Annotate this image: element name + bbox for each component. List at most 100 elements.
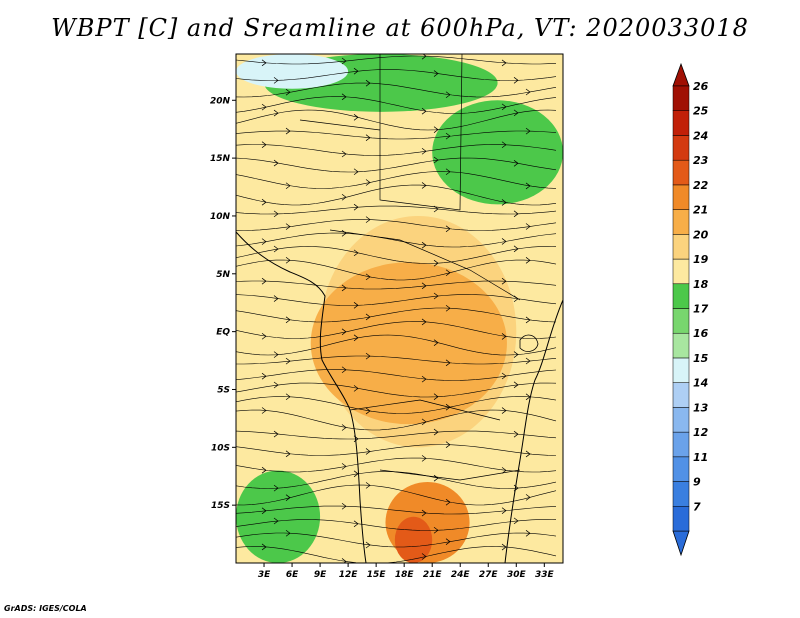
streamline-arrow xyxy=(273,484,279,492)
streamline xyxy=(236,232,557,248)
streamline xyxy=(236,157,557,173)
lon-tick-label: 24E xyxy=(451,570,471,580)
streamline-arrow xyxy=(285,393,291,401)
streamline-arrow xyxy=(433,428,439,436)
streamline-arrow xyxy=(433,259,439,267)
streamline-arrow xyxy=(353,302,359,309)
country-border xyxy=(299,54,521,481)
streamline xyxy=(236,205,557,215)
streamline-arrow xyxy=(341,502,347,510)
colorbar-swatch xyxy=(672,308,690,334)
lat-tick-label: 15S xyxy=(211,501,230,511)
streamline-arrow xyxy=(421,241,427,249)
lon-tick-label: 27E xyxy=(479,570,499,580)
streamline-arrow xyxy=(501,277,507,285)
streamline-arrow xyxy=(445,304,451,312)
streamline xyxy=(236,396,557,414)
wbpt-fill-layer xyxy=(236,54,563,563)
streamline-arrow xyxy=(501,543,507,551)
colorbar-label: 12 xyxy=(693,426,709,439)
streamline-arrow xyxy=(261,198,267,206)
streamline-arrow xyxy=(525,182,531,190)
streamline-arrow xyxy=(261,103,267,111)
streamline-arrow xyxy=(445,132,451,140)
streamline-arrow xyxy=(445,359,451,367)
streamline-arrow xyxy=(365,79,371,87)
streamline xyxy=(236,144,557,156)
streamline-arrow xyxy=(525,357,531,365)
streamline-arrow xyxy=(285,529,291,537)
streamline-arrow xyxy=(513,517,519,525)
streamline-arrow xyxy=(501,141,507,149)
grads-credit: GrADS: IGES/COLA xyxy=(4,604,87,613)
lon-tick-label: 6E xyxy=(286,570,299,580)
streamline-arrow xyxy=(341,93,347,101)
lon-tick-label: 9E xyxy=(314,570,327,580)
lat-tick-label: EQ xyxy=(216,328,230,338)
streamline-arrow xyxy=(353,520,359,528)
streamline-arrow xyxy=(445,498,451,506)
lat-tick-label: 10N xyxy=(210,212,231,222)
streamline-arrow xyxy=(525,127,531,135)
streamline xyxy=(236,382,557,398)
streamline-arrow xyxy=(353,114,359,121)
streamline xyxy=(236,430,557,440)
streamline-arrow xyxy=(341,558,347,563)
colorbar-swatch xyxy=(672,234,690,260)
streamline xyxy=(236,334,557,356)
streamline-arrow xyxy=(353,203,359,211)
streamline-arrow xyxy=(285,223,291,230)
streamline-arrow xyxy=(433,339,439,346)
streamline-arrow xyxy=(445,441,451,448)
colorbar-label: 20 xyxy=(693,228,709,241)
streamline xyxy=(236,294,557,306)
streamline-arrow xyxy=(365,448,371,455)
streamline-arrow xyxy=(341,230,347,237)
streamline-arrow xyxy=(421,282,427,290)
lon-tick-label: 3E xyxy=(258,570,271,580)
streamline-arrow xyxy=(285,450,291,458)
streamline-arrow xyxy=(501,103,507,111)
streamline xyxy=(236,280,557,290)
streamline-arrow xyxy=(261,277,267,285)
streamline-arrow xyxy=(421,375,427,383)
streamline-arrow xyxy=(501,407,507,414)
colorbar-label: 15 xyxy=(693,352,709,365)
streamline-arrow xyxy=(433,526,439,534)
streamline xyxy=(236,96,557,114)
colorbar-swatch xyxy=(672,431,690,458)
wbpt-region-18 xyxy=(432,100,563,205)
streamline-arrow xyxy=(513,77,519,84)
streamline-arrow xyxy=(261,332,267,340)
streamline-arrow xyxy=(285,127,291,135)
streamline-arrow xyxy=(421,455,427,462)
streamline xyxy=(236,546,557,563)
wbpt-region-15 xyxy=(236,54,349,89)
lat-tick-label: 5N xyxy=(216,270,230,280)
streamline xyxy=(236,505,557,515)
map-frame xyxy=(235,53,564,564)
streamline-arrow xyxy=(501,372,507,380)
streamline-arrow xyxy=(273,210,279,218)
colorbar-swatch xyxy=(672,283,690,309)
streamline-arrow xyxy=(421,553,427,560)
lon-tick-label: 33E xyxy=(535,570,555,580)
colorbar-swatch xyxy=(672,209,690,235)
streamline-arrow xyxy=(525,530,531,537)
colorbar-label: 17 xyxy=(693,303,709,316)
colorbar-swatch xyxy=(672,357,690,383)
streamline-arrow xyxy=(501,467,507,474)
streamline-arrow xyxy=(261,466,267,474)
streamline-arrow xyxy=(501,59,507,67)
streamline-arrow xyxy=(353,334,359,342)
streamline xyxy=(236,355,557,365)
streamline-arrow xyxy=(353,385,359,392)
lat-tick-label: 10S xyxy=(211,443,230,453)
streamline xyxy=(236,130,557,140)
colorbar-label: 26 xyxy=(693,80,709,93)
streamline-arrow xyxy=(341,424,347,431)
streamline xyxy=(236,109,557,131)
streamline-arrow xyxy=(421,182,427,189)
streamline-arrow xyxy=(341,150,347,158)
colorbar-swatch xyxy=(672,159,690,186)
